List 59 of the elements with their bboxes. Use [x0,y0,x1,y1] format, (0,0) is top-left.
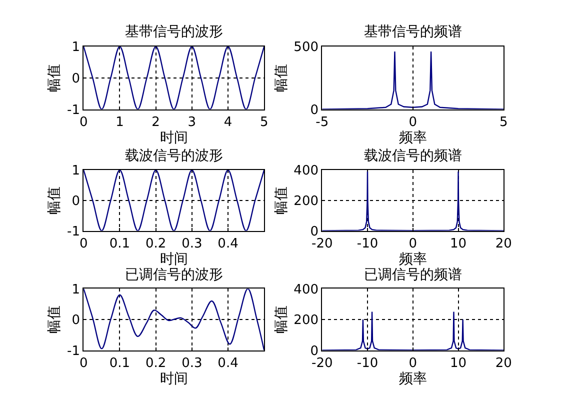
y-tick-label: 1 [72,282,80,298]
chart-title: 载波信号的波形 [125,148,223,164]
x-tick-label: 0.3 [182,356,202,371]
y-tick-label: -1 [67,344,80,359]
y-tick-label: 500 [294,40,319,56]
x-tick-label: 5 [260,114,268,130]
x-tick-label: -10 [356,236,378,252]
chart-title: 基带信号的频谱 [364,24,462,40]
chart-title: 载波信号的频谱 [364,148,462,164]
line-series [322,311,504,350]
y-tick-label: -1 [67,102,80,118]
y-axis-title: 幅值 [273,186,290,214]
line-series [322,50,504,110]
x-axis-title: 频率 [398,251,427,268]
x-tick-label: 10 [450,236,467,252]
x-tick-label: 4 [224,114,232,130]
x-tick-label: 0 [408,236,418,252]
y-tick-label: 0 [72,194,80,209]
x-tick-label: 0.4 [218,236,238,252]
line-series [84,288,264,350]
x-axis-title: 时间 [160,251,188,268]
x-tick-label: 1 [116,114,124,130]
chart-title: 已调信号的频谱 [364,267,462,283]
chart-title: 已调信号的波形 [125,267,223,283]
x-tick-label: 20 [495,356,512,371]
x-axis-title: 频率 [398,130,427,146]
y-axis-title: 幅值 [273,305,290,334]
x-tick-label: 0 [408,114,418,130]
y-tick-label: 400 [294,282,319,298]
y-axis-title: 幅值 [46,64,63,92]
x-tick-label: 0.1 [109,356,130,371]
y-axis-title: 幅值 [46,186,63,214]
y-tick-label: 0 [72,313,80,328]
chart-title: 基带信号的波形 [125,24,223,40]
x-tick-label: 0.2 [145,236,166,252]
x-axis-title: 时间 [160,130,188,146]
x-tick-label: 0.4 [218,356,238,371]
y-axis-title: 幅值 [273,64,290,92]
x-tick-label: 10 [450,356,467,371]
y-tick-label: 400 [294,164,319,179]
x-tick-label: 3 [188,114,196,130]
x-tick-label: 5 [500,114,508,130]
x-tick-label: 2 [152,114,160,130]
y-tick-label: -1 [67,224,80,240]
y-tick-label: 0 [72,71,80,86]
y-tick-label: 1 [72,164,80,179]
x-tick-label: 0.2 [145,356,166,371]
y-tick-label: 200 [294,194,319,209]
y-axis-title: 幅值 [46,305,63,334]
x-axis-title: 频率 [398,370,427,387]
x-tick-label: 0.1 [109,236,130,252]
x-tick-label: -10 [356,356,378,371]
x-axis-title: 时间 [160,370,188,387]
y-tick-label: 1 [72,40,80,56]
x-tick-label: 20 [495,236,512,252]
x-tick-label: 0.3 [182,236,202,252]
y-tick-label: 200 [294,313,319,328]
line-series [322,170,504,231]
x-tick-label: 0 [408,356,418,371]
